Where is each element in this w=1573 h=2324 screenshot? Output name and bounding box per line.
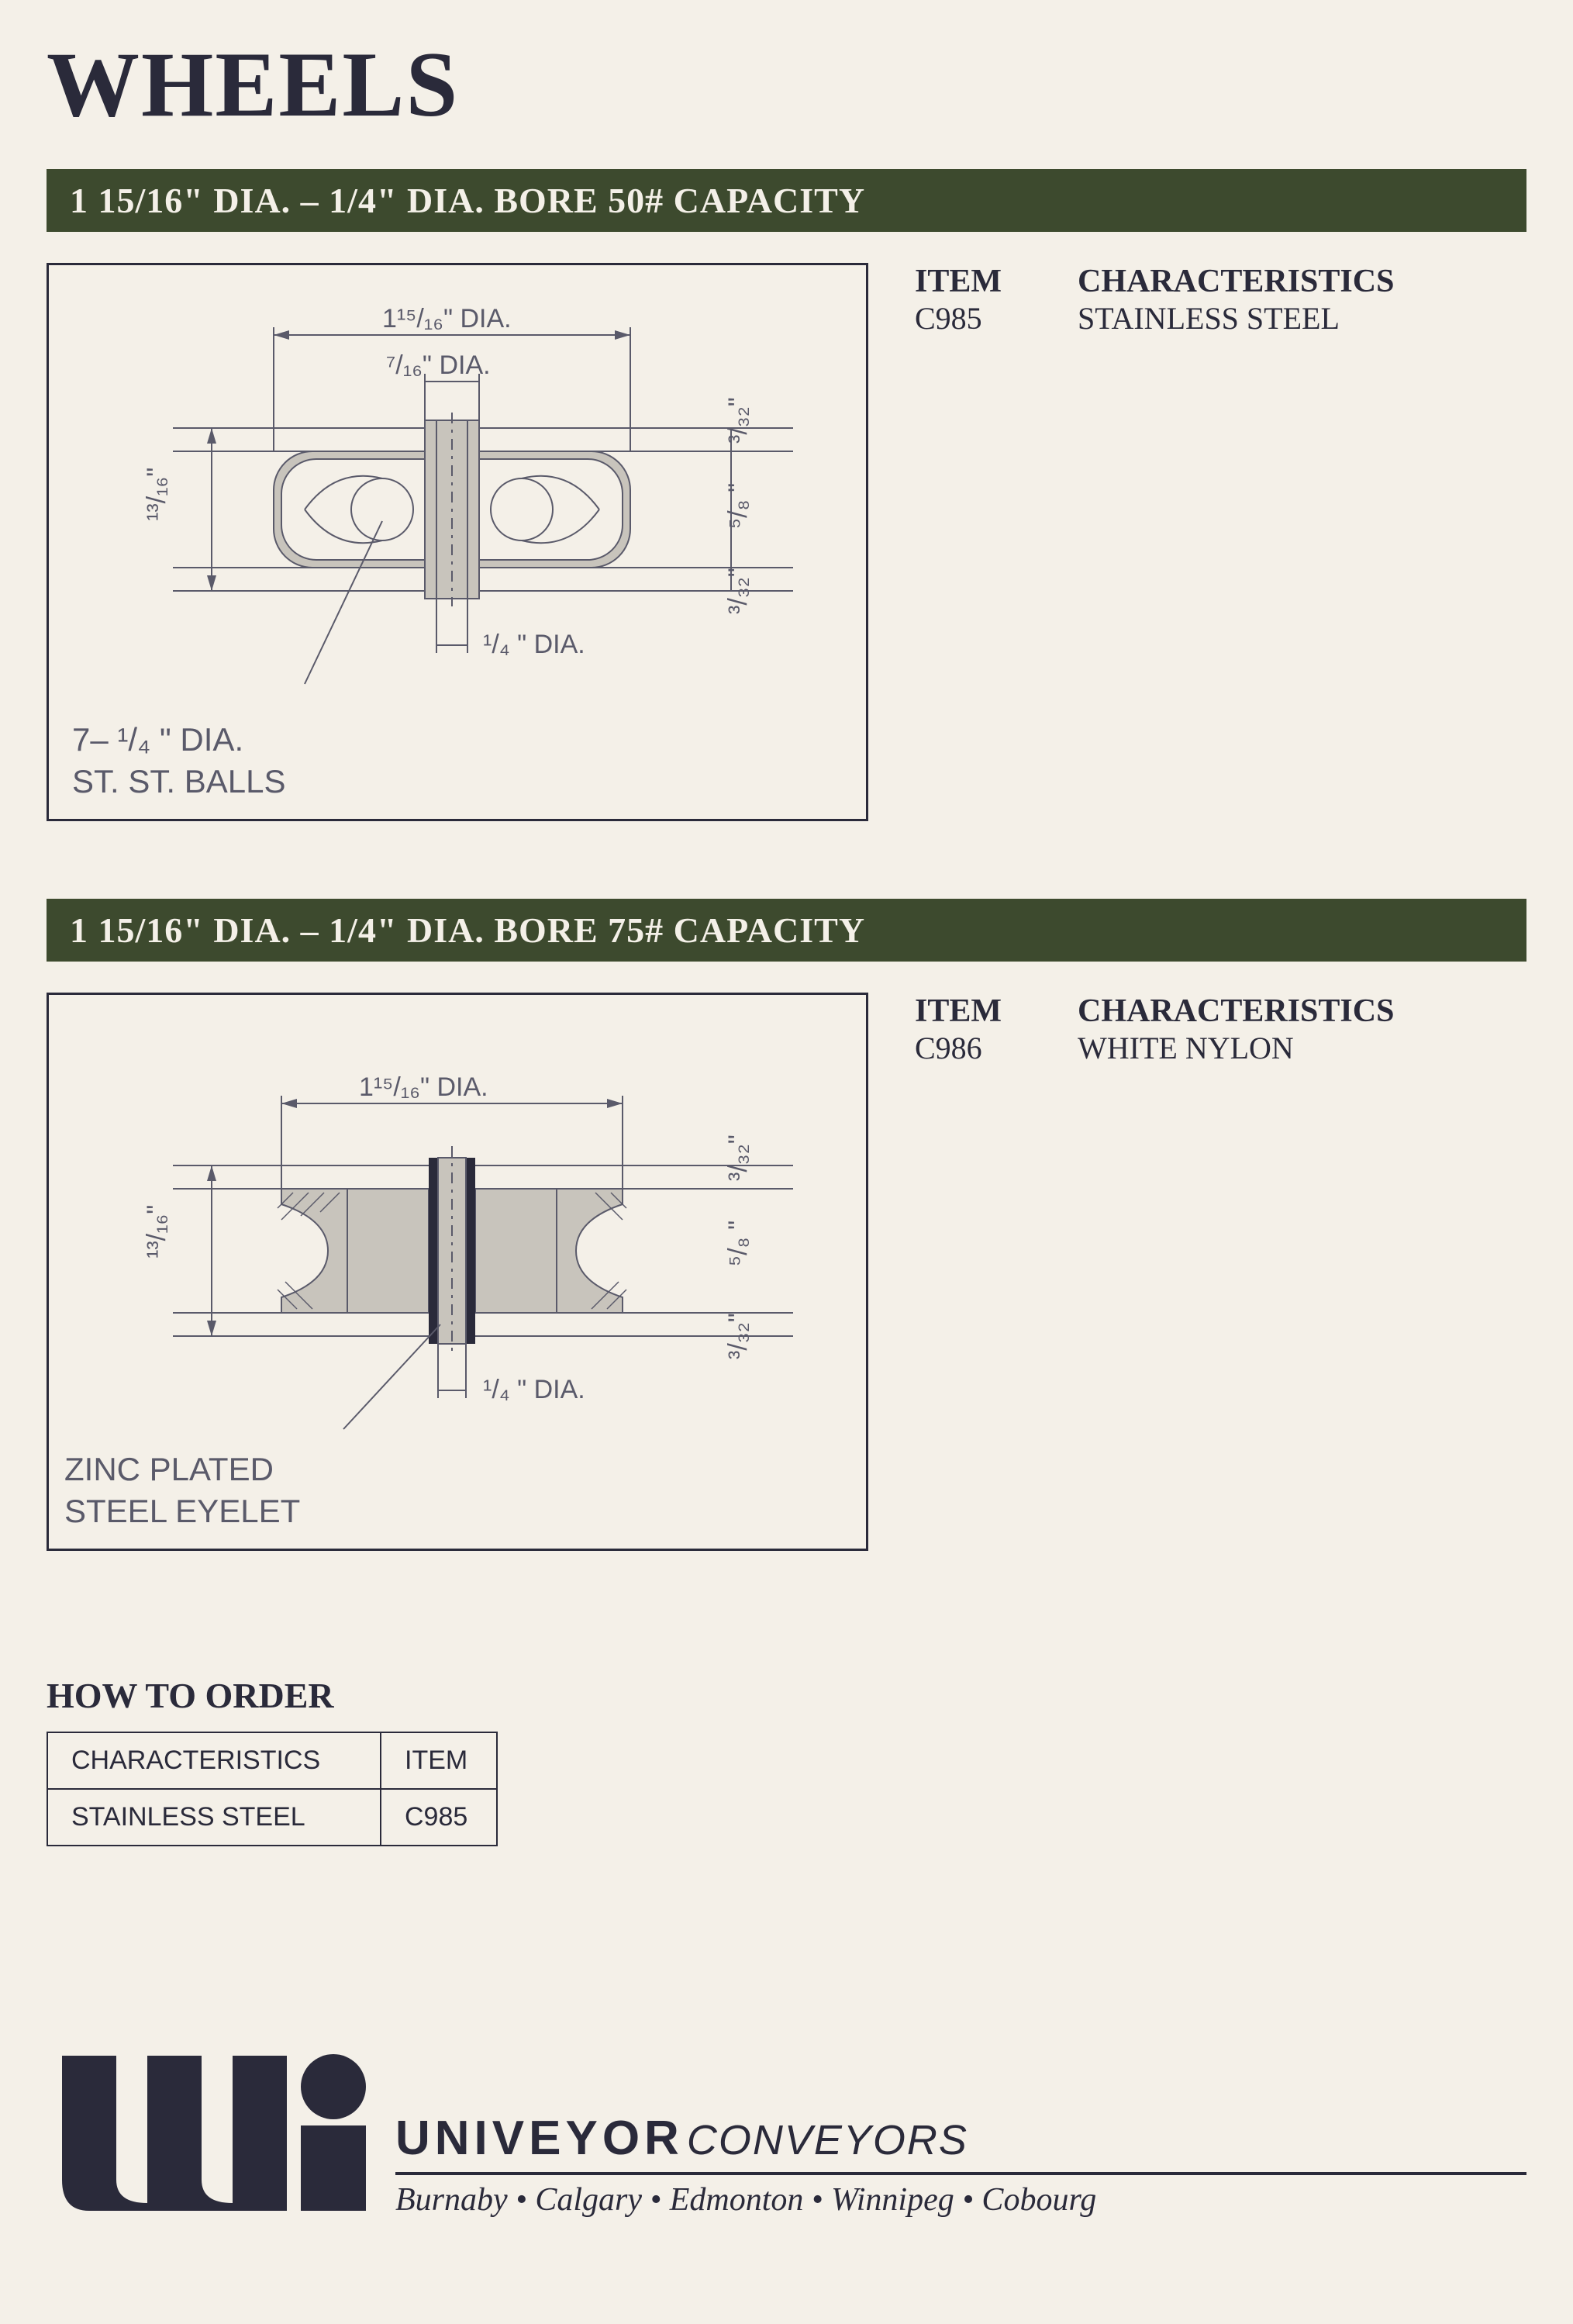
footer-cities: Burnaby • Calgary • Edmonton • Winnipeg … bbox=[395, 2181, 1526, 2219]
spec-item-header: ITEM bbox=[915, 993, 1047, 1030]
spec-char-value: STAINLESS STEEL bbox=[1078, 300, 1340, 337]
svg-text:³/₃₂": ³/₃₂" bbox=[723, 1134, 753, 1181]
diagram-2: 1¹⁵/₁₆" DIA. ¹/₄ " DIA. ¹³/₁₆" ³/₃₂" ⁵/₈… bbox=[47, 993, 868, 1551]
spec-table-2: ITEM CHARACTERISTICS C986 WHITE NYLON bbox=[915, 993, 1526, 1551]
spec-item-header: ITEM bbox=[915, 263, 1047, 300]
section-bar-1: 1 15/16" DIA. – 1/4" DIA. BORE 50# CAPAC… bbox=[47, 169, 1526, 232]
dim-top-2: 1¹⁵/₁₆" DIA. bbox=[359, 1072, 488, 1102]
uniweyor-logo-icon bbox=[47, 2048, 372, 2219]
diagram-note-1: 7– ¹/₄ " DIA.ST. ST. BALLS bbox=[72, 719, 285, 803]
svg-text:³/₃₂": ³/₃₂" bbox=[723, 1313, 753, 1359]
order-h2: ITEM bbox=[381, 1732, 497, 1789]
spec-char-header: CHARACTERISTICS bbox=[1078, 263, 1394, 300]
order-h1: CHARACTERISTICS bbox=[47, 1732, 381, 1789]
svg-text:⁵/₈ ": ⁵/₈ " bbox=[723, 483, 753, 529]
brand-sub: CONVEYORS bbox=[687, 2117, 968, 2163]
footer: UNIVEYOR CONVEYORS Burnaby • Calgary • E… bbox=[47, 2048, 1526, 2219]
svg-text:¹³/₁₆": ¹³/₁₆" bbox=[142, 468, 171, 521]
order-r2: C985 bbox=[381, 1789, 497, 1846]
dim-bot-1: ¹/₄ " DIA. bbox=[483, 630, 585, 659]
svg-text:⁵/₈ ": ⁵/₈ " bbox=[723, 1221, 753, 1266]
svg-text:³/₃₂": ³/₃₂" bbox=[723, 568, 753, 614]
spec-table-1: ITEM CHARACTERISTICS C985 STAINLESS STEE… bbox=[915, 263, 1526, 821]
brand-name: UNIVEYOR bbox=[395, 2112, 684, 2165]
dim-top-1: 1¹⁵/₁₆" DIA. bbox=[382, 304, 512, 333]
page-title: WHEELS bbox=[47, 31, 1526, 138]
diagram-1: 1¹⁵/₁₆" DIA. ⁷/₁₆" DIA. ¹/₄ " DIA. ¹³/₁₆… bbox=[47, 263, 868, 821]
footer-divider bbox=[395, 2172, 1526, 2175]
spec-item-value: C986 bbox=[915, 1030, 1047, 1066]
dim-bot-2: ¹/₄ " DIA. bbox=[483, 1375, 585, 1404]
spec-item-value: C985 bbox=[915, 300, 1047, 337]
order-r1: STAINLESS STEEL bbox=[47, 1789, 381, 1846]
section-body-2: 1¹⁵/₁₆" DIA. ¹/₄ " DIA. ¹³/₁₆" ³/₃₂" ⁵/₈… bbox=[47, 993, 1526, 1551]
svg-text:³/₃₂": ³/₃₂" bbox=[723, 397, 753, 444]
order-table: CHARACTERISTICS ITEM STAINLESS STEEL C98… bbox=[47, 1732, 498, 1846]
section-bar-2: 1 15/16" DIA. – 1/4" DIA. BORE 75# CAPAC… bbox=[47, 899, 1526, 962]
dim-mid-1: ⁷/₁₆" DIA. bbox=[386, 350, 491, 380]
diagram-note-2: ZINC PLATEDSTEEL EYELET bbox=[64, 1449, 300, 1533]
spec-char-value: WHITE NYLON bbox=[1078, 1030, 1294, 1066]
svg-text:¹³/₁₆": ¹³/₁₆" bbox=[142, 1205, 171, 1259]
spec-char-header: CHARACTERISTICS bbox=[1078, 993, 1394, 1030]
section-body-1: 1¹⁵/₁₆" DIA. ⁷/₁₆" DIA. ¹/₄ " DIA. ¹³/₁₆… bbox=[47, 263, 1526, 821]
how-to-order-title: HOW TO ORDER bbox=[47, 1675, 1526, 1716]
